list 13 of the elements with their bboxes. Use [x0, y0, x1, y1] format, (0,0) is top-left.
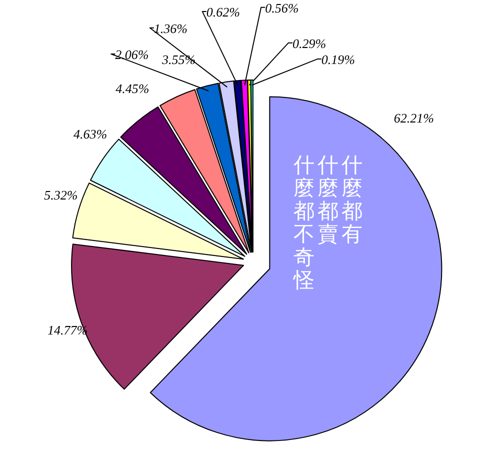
data-label: 5.32% — [44, 187, 78, 202]
data-label: 1.36% — [154, 20, 188, 36]
data-label: 62.21% — [394, 110, 434, 126]
data-label: 2.06% — [115, 47, 149, 62]
data-label: 0.19% — [321, 52, 356, 68]
annotation: 什麼都不奇怪 — [294, 153, 314, 292]
data-label: 4.63% — [74, 126, 108, 142]
data-label: 4.45% — [116, 80, 150, 96]
annotation: 什麼都賣 — [318, 153, 338, 246]
data-label: 0.29% — [292, 36, 326, 51]
data-label: 0.56% — [265, 0, 299, 16]
data-label: 0.62% — [206, 4, 240, 20]
annotation: 什麼都有 — [342, 153, 362, 246]
